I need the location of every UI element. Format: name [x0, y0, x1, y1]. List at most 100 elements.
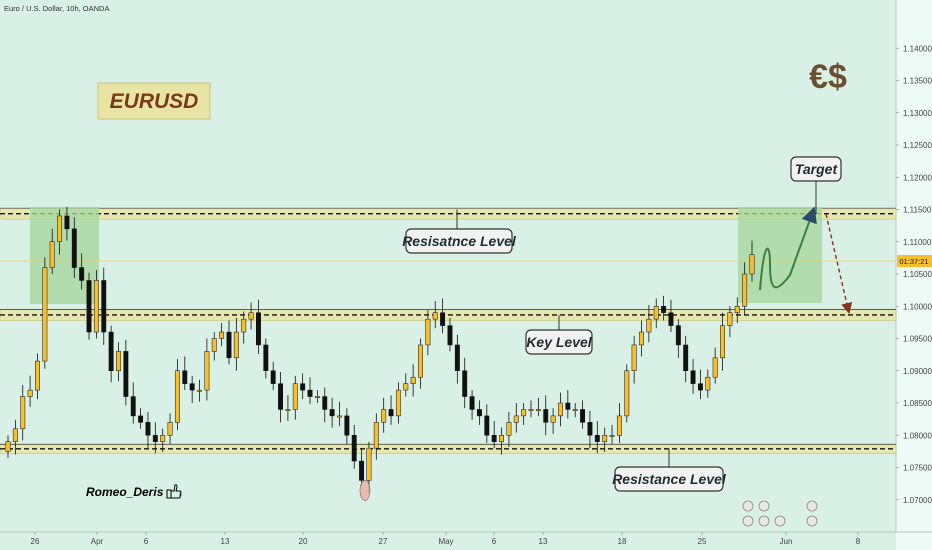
event-icon [806, 515, 818, 527]
candle-bull [616, 415, 622, 436]
event-icon [758, 515, 770, 527]
candle-bull [506, 422, 512, 436]
annotation-layer: Resisatnce Level Key Level Resistance Leve… [402, 156, 853, 492]
candle-bull [558, 402, 563, 417]
candle-bull [521, 409, 527, 417]
y-tick-label: 1.08000 [903, 431, 932, 440]
candle-bear [454, 344, 460, 372]
candle-bull [572, 409, 578, 411]
candle-bear [189, 383, 195, 391]
resistance-callout-bottom: Resistance Level [612, 448, 727, 492]
candle-bull [528, 409, 534, 411]
candle-bear [594, 435, 600, 442]
candle-bear [226, 331, 232, 359]
candle-bull [513, 415, 519, 423]
candle-bull [241, 318, 247, 333]
y-tick-label: 1.11000 [903, 238, 932, 247]
projection-path [759, 206, 817, 291]
symbol-badge-text: EURUSD [110, 90, 199, 113]
event-icons [742, 500, 818, 527]
candle-bear [469, 396, 475, 410]
y-tick-label: 1.09500 [903, 335, 932, 344]
candle-bull [373, 422, 379, 449]
resistance-callout-top: Resisatnce Level [402, 209, 517, 254]
x-tick-label: 18 [618, 537, 627, 546]
candle-bull [20, 396, 26, 430]
y-tick-label: 1.08500 [903, 399, 932, 408]
candle-bear [351, 435, 357, 462]
candle-bull [653, 306, 659, 320]
candle-bear [123, 351, 129, 397]
x-tick-label: 26 [31, 537, 40, 546]
x-tick-label: 6 [492, 537, 497, 546]
candle-bear [675, 325, 681, 346]
y-tick-label: 1.13500 [903, 77, 932, 86]
candle-bear [388, 409, 394, 417]
candle-bull [742, 273, 748, 307]
resistance-callout-top-label: Resisatnce Level [402, 233, 517, 249]
candle-bull [204, 351, 210, 391]
candle-bull [535, 409, 541, 411]
low-wick-highlight [359, 480, 371, 501]
candle-bear [86, 280, 92, 333]
candle-bull [749, 254, 755, 275]
current-price-tag [897, 255, 932, 267]
candle-bear [447, 325, 453, 346]
resistance-callout-bottom-box [614, 466, 724, 492]
resistance-callout-bottom-label: Resistance Level [612, 471, 727, 487]
x-tick-labels: 26 Apr 6 13 20 27 May 6 13 18 25 Jun 8 [31, 532, 861, 546]
candle-bull [550, 415, 556, 423]
candle-bear [329, 409, 335, 417]
candle-bull [418, 344, 423, 378]
event-icon [806, 500, 818, 512]
candle-bull [93, 280, 99, 333]
candle-bear [697, 383, 703, 391]
candle-bear [683, 344, 689, 372]
candle-bull [35, 360, 40, 391]
y-tick-label: 1.09000 [903, 367, 932, 376]
candle-bull [160, 435, 166, 442]
y-tick-label: 1.07000 [903, 496, 932, 505]
candle-bear [476, 409, 482, 417]
candle-bull [639, 331, 644, 346]
candle-bull [285, 409, 291, 411]
y-tick-label: 1.12000 [903, 173, 932, 182]
x-tick-label: 8 [856, 537, 861, 546]
event-icon [742, 515, 754, 527]
candle-bull [49, 241, 55, 268]
candle-bull [42, 267, 48, 362]
candle-bull [197, 389, 202, 392]
candles-layer [5, 206, 755, 501]
candle-bear [182, 370, 188, 384]
candle-bear [145, 422, 151, 436]
x-tick-label: 27 [379, 537, 388, 546]
y-tick-label: 1.10500 [903, 270, 932, 279]
candle-bull [314, 396, 320, 398]
candle-bull [167, 422, 173, 436]
candle-bear [491, 435, 497, 442]
zones-layer [0, 207, 897, 454]
candle-bull [57, 215, 63, 242]
candle-bear [462, 370, 468, 397]
candle-bear [278, 383, 284, 410]
candle-bear [108, 331, 114, 371]
candle-bull [27, 389, 33, 397]
candle-bull [381, 409, 387, 423]
y-tick-label: 1.12500 [903, 141, 932, 150]
candle-bull [116, 351, 121, 371]
candle-bull [233, 331, 239, 359]
x-tick-label: 13 [539, 537, 548, 546]
currency-logo: €$ [809, 58, 847, 96]
candle-bear [307, 389, 313, 397]
y-tick-label: 1.14000 [903, 44, 932, 53]
candle-bull [609, 435, 615, 437]
candle-bull [646, 318, 652, 333]
candle-bear [101, 280, 107, 333]
candle-bear [580, 409, 586, 423]
x-tick-label: 6 [144, 537, 149, 546]
candle-bull [292, 383, 298, 410]
candle-bear [79, 267, 85, 281]
candle-bull [602, 435, 608, 442]
y-tick-label: 1.10000 [903, 302, 932, 311]
